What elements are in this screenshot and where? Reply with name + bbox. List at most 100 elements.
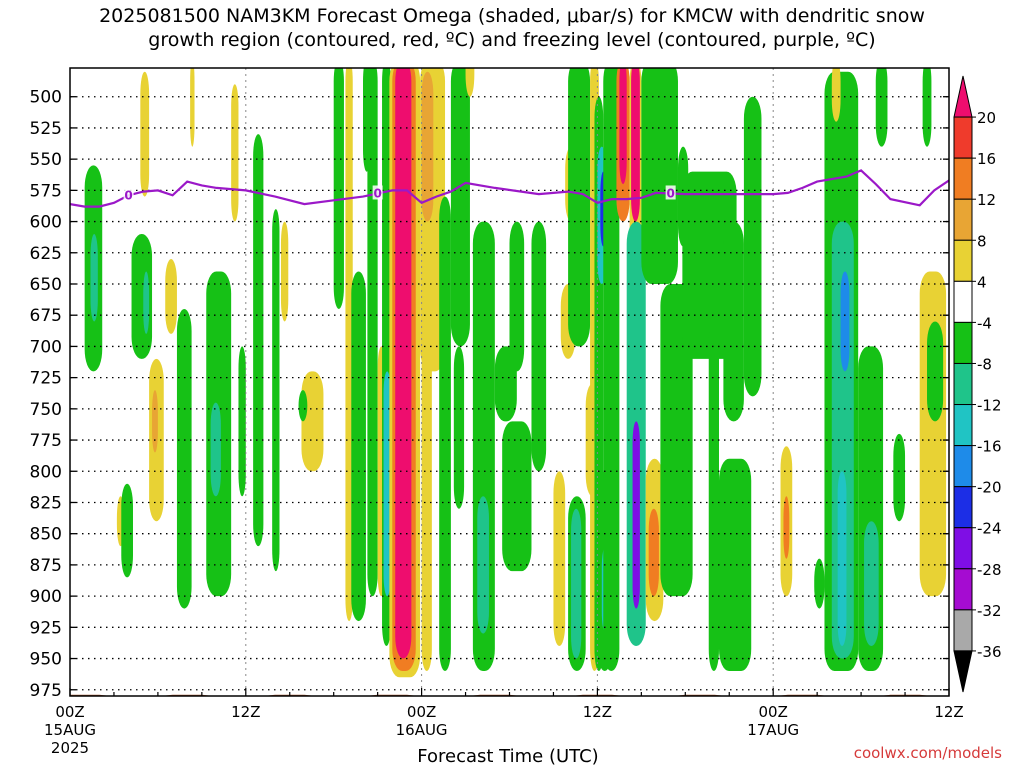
omega-cell xyxy=(140,71,150,197)
omega-cell xyxy=(395,68,412,659)
omega-cell xyxy=(837,471,847,647)
omega-cell xyxy=(143,271,150,334)
freezing-level-label-bg xyxy=(372,185,383,200)
omega-cell xyxy=(439,196,451,672)
omega-cell xyxy=(509,221,525,372)
freezing-level-line xyxy=(70,169,949,208)
omega-cell xyxy=(351,271,366,622)
colorbar-label: 16 xyxy=(977,150,996,168)
colorbar: 20 16 12 8 4 -4 -8 -12 -16 -20 -24 -28 -32 -36 xyxy=(953,75,1002,693)
credit-text[interactable]: coolwx.com/models xyxy=(853,744,1002,762)
omega-cell xyxy=(644,68,656,172)
omega-cell xyxy=(421,71,434,222)
omega-shading xyxy=(84,68,947,678)
omega-cell xyxy=(238,346,246,497)
x-tick-label: 15AUG xyxy=(44,721,96,739)
omega-cell xyxy=(450,68,470,347)
x-axis-title: Forecast Time (UTC) xyxy=(417,746,599,767)
x-tick-label: 17AUG xyxy=(747,721,799,739)
omega-cell xyxy=(383,371,391,597)
freezing-level-label: 0 xyxy=(666,186,674,200)
colorbar-swatch xyxy=(953,198,973,241)
omega-cell xyxy=(231,84,239,222)
colorbar-label: -32 xyxy=(977,602,1002,620)
y-tick-label: 850 xyxy=(30,525,62,545)
omega-cell xyxy=(831,68,841,122)
omega-cell xyxy=(875,68,888,147)
omega-cell xyxy=(176,308,192,609)
chart-title-line-1: 2025081500 NAM3KM Forecast Omega (shaded… xyxy=(99,5,925,27)
y-tick-label: 600 xyxy=(30,213,62,233)
omega-cell xyxy=(152,390,158,453)
colorbar-swatch xyxy=(953,362,973,406)
y-tick-label: 925 xyxy=(30,618,62,638)
y-tick-label: 525 xyxy=(30,119,62,139)
y-tick-label: 900 xyxy=(30,587,62,607)
colorbar-label: 20 xyxy=(977,109,996,127)
colorbar-label: -4 xyxy=(977,314,992,332)
omega-cell xyxy=(253,134,264,547)
omega-cell xyxy=(421,246,432,672)
omega-cell xyxy=(465,68,475,97)
y-axis: 500 525 550 575 600 625 650 675 700 725 750 775 800 8… xyxy=(30,88,949,701)
y-tick-label: 550 xyxy=(30,150,62,170)
x-tick-label: 12Z xyxy=(934,703,963,721)
omega-cell xyxy=(553,471,566,647)
omega-cell xyxy=(723,221,744,422)
y-tick-label: 725 xyxy=(30,369,62,389)
omega-cell xyxy=(927,321,944,422)
colorbar-label: -24 xyxy=(977,520,1002,538)
x-tick-label: 00Z xyxy=(55,703,84,721)
colorbar-swatch xyxy=(953,609,973,652)
x-tick-label: 12Z xyxy=(583,703,612,721)
x-tick-label: 2025 xyxy=(51,739,89,757)
y-tick-label: 675 xyxy=(30,306,62,326)
freezing-level-label: 0 xyxy=(373,186,381,200)
y-tick-label: 775 xyxy=(30,431,62,451)
freezing-level-label-bg xyxy=(665,185,676,200)
freezing-level-contour: 0 0 0 xyxy=(70,169,949,208)
omega-cell xyxy=(367,68,378,597)
colorbar-swatch xyxy=(953,75,973,118)
colorbar-swatch xyxy=(953,486,973,529)
y-tick-label: 825 xyxy=(30,493,62,513)
y-tick-label: 575 xyxy=(30,181,62,201)
colorbar-label: -12 xyxy=(977,397,1002,415)
omega-cell xyxy=(922,68,932,147)
colorbar-label: -8 xyxy=(977,355,992,373)
omega-cell xyxy=(631,68,640,222)
y-tick-label: 750 xyxy=(30,400,62,420)
x-tick-label: 12Z xyxy=(231,703,260,721)
freezing-level-label: 0 xyxy=(124,188,132,202)
omega-cell xyxy=(502,421,532,572)
x-tick-label: 00Z xyxy=(759,703,788,721)
freezing-level-label-bg xyxy=(123,187,134,202)
omega-cell xyxy=(272,209,280,572)
omega-cell xyxy=(190,68,195,147)
omega-cell xyxy=(494,346,517,422)
omega-cell xyxy=(477,496,489,634)
omega-cell xyxy=(682,171,737,359)
colorbar-swatch xyxy=(953,650,973,693)
colorbar-label: -28 xyxy=(977,561,1002,579)
chart-title-line-2: growth region (contoured, red, ºC) and f… xyxy=(148,29,876,51)
y-tick-label: 800 xyxy=(30,462,62,482)
colorbar-swatch xyxy=(953,280,973,323)
colorbar-swatch xyxy=(953,527,973,570)
y-tick-label: 875 xyxy=(30,556,62,576)
omega-cell xyxy=(90,234,98,322)
colorbar-swatch xyxy=(953,157,973,200)
x-tick-label: 16AUG xyxy=(396,721,448,739)
omega-cell xyxy=(571,508,582,659)
colorbar-swatch xyxy=(953,321,973,364)
omega-cell xyxy=(345,68,353,622)
omega-cell xyxy=(648,508,659,597)
colorbar-label: 8 xyxy=(977,232,987,250)
omega-cell xyxy=(864,521,879,647)
y-tick-label: 625 xyxy=(30,244,62,264)
y-tick-label: 500 xyxy=(30,88,62,108)
grid-lines xyxy=(70,68,949,696)
omega-cell xyxy=(121,483,133,578)
